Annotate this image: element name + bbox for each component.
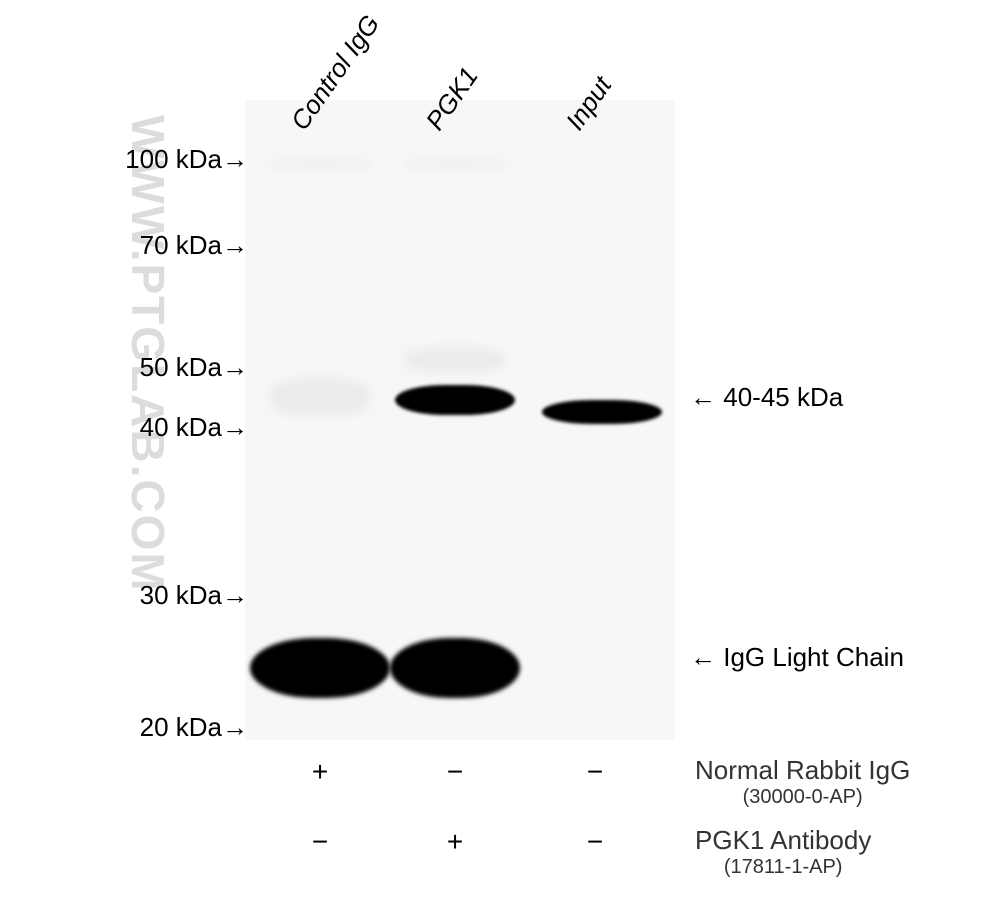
mw-label-text: 20 kDa bbox=[140, 712, 222, 742]
band-igg-light-chain-control bbox=[250, 638, 390, 698]
gel-smear bbox=[405, 159, 505, 171]
condition-sublabel-text: (30000-0-AP) bbox=[695, 786, 910, 809]
arrow-right-icon: → bbox=[222, 144, 248, 175]
condition-cell: + bbox=[440, 826, 470, 858]
arrow-right-icon: → bbox=[222, 580, 248, 611]
gel-smear bbox=[270, 159, 370, 171]
arrow-right-icon: → bbox=[222, 230, 248, 261]
mw-label-text: 30 kDa bbox=[140, 580, 222, 610]
band-target-pgk1-lane bbox=[395, 385, 515, 415]
gel-smear bbox=[405, 346, 505, 374]
arrow-left-icon: ← bbox=[690, 642, 716, 673]
condition-row-label-normal-rabbit-igg: Normal Rabbit IgG (30000-0-AP) bbox=[695, 755, 910, 809]
mw-marker-70kda: 70 kDa→ bbox=[140, 230, 248, 261]
condition-cell: − bbox=[580, 826, 610, 858]
condition-label-text: PGK1 Antibody bbox=[695, 825, 871, 855]
mw-label-text: 40 kDa bbox=[140, 412, 222, 442]
condition-cell: − bbox=[440, 756, 470, 788]
gel-smear bbox=[270, 377, 370, 417]
mw-label-text: 70 kDa bbox=[140, 230, 222, 260]
annotation-text: 40-45 kDa bbox=[723, 382, 843, 412]
arrow-left-icon: ← bbox=[690, 382, 716, 413]
arrow-right-icon: → bbox=[222, 412, 248, 443]
mw-marker-100kda: 100 kDa→ bbox=[125, 144, 248, 175]
mw-marker-40kda: 40 kDa→ bbox=[140, 412, 248, 443]
condition-cell: + bbox=[305, 756, 335, 788]
mw-marker-50kda: 50 kDa→ bbox=[140, 352, 248, 383]
band-target-input-lane bbox=[542, 400, 662, 424]
condition-sublabel-text: (17811-1-AP) bbox=[695, 856, 871, 879]
condition-label-text: Normal Rabbit IgG bbox=[695, 755, 910, 785]
annotation-text: IgG Light Chain bbox=[723, 642, 904, 672]
mw-label-text: 100 kDa bbox=[125, 144, 222, 174]
mw-label-text: 50 kDa bbox=[140, 352, 222, 382]
annotation-target-size: ← 40-45 kDa bbox=[690, 382, 843, 413]
band-igg-light-chain-pgk1 bbox=[390, 638, 520, 698]
mw-marker-30kda: 30 kDa→ bbox=[140, 580, 248, 611]
mw-marker-20kda: 20 kDa→ bbox=[140, 712, 248, 743]
condition-cell: − bbox=[305, 826, 335, 858]
condition-cell: − bbox=[580, 756, 610, 788]
condition-row-label-pgk1-antibody: PGK1 Antibody (17811-1-AP) bbox=[695, 825, 871, 879]
arrow-right-icon: → bbox=[222, 352, 248, 383]
arrow-right-icon: → bbox=[222, 712, 248, 743]
annotation-igg-light-chain: ← IgG Light Chain bbox=[690, 642, 904, 673]
